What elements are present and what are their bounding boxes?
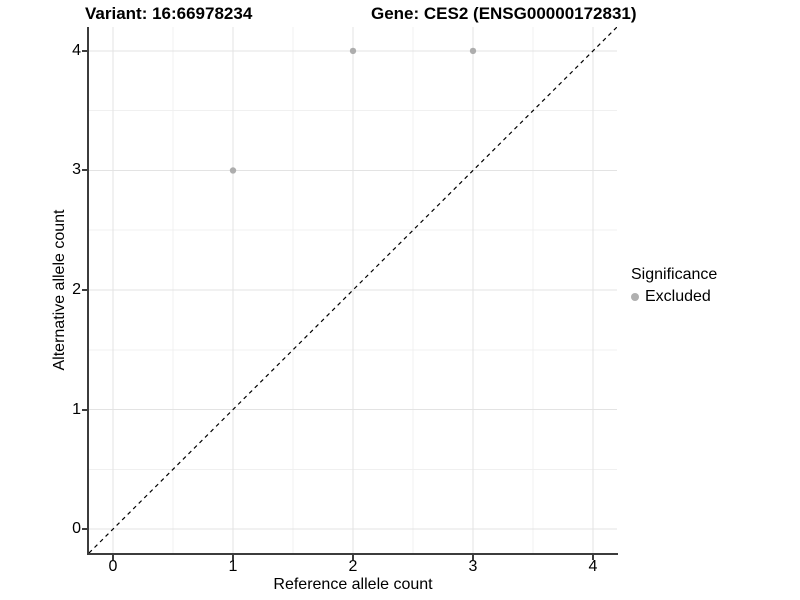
plot-panel [88, 26, 618, 554]
y-tick-label: 1 [72, 400, 81, 418]
x-axis-line [87, 553, 618, 555]
x-tick-label: 2 [348, 558, 358, 575]
x-tick-mark [592, 555, 594, 560]
y-tick-mark [82, 169, 87, 172]
legend-item-excluded: Excluded [631, 288, 717, 306]
y-tick-mark [82, 49, 87, 52]
x-tick-label: 3 [468, 558, 478, 575]
y-tick-label: 2 [72, 281, 81, 298]
y-axis-line [87, 27, 89, 555]
y-tick-label: 0 [72, 520, 81, 538]
x-axis-title: Reference allele count [273, 576, 433, 593]
x-tick-label: 1 [228, 558, 238, 575]
data-point-excluded [229, 167, 237, 174]
y-tick-label: 4 [72, 41, 81, 59]
gene-title: Gene: CES2 (ENSG00000172831) [371, 4, 637, 23]
excluded-point-icon [631, 293, 639, 301]
y-tick-label: 3 [72, 161, 81, 179]
legend: Significance Excluded [631, 266, 717, 306]
y-tick-mark [82, 528, 87, 531]
legend-title: Significance [631, 266, 718, 283]
y-tick-mark [82, 289, 87, 291]
x-tick-label: 0 [108, 558, 118, 575]
variant-title: Variant: 16:66978234 [85, 4, 253, 23]
data-point-excluded [349, 47, 357, 55]
x-tick-mark [352, 555, 354, 560]
x-tick-mark [112, 555, 114, 560]
legend-item-label: Excluded [645, 288, 711, 305]
x-tick-label: 4 [588, 558, 598, 575]
data-point-excluded [469, 47, 477, 55]
y-axis-title: Alternative allele count [51, 209, 68, 371]
x-tick-mark [472, 555, 474, 560]
scatter-plot-area [88, 26, 618, 554]
x-tick-mark [232, 555, 234, 560]
y-tick-mark [82, 408, 87, 411]
